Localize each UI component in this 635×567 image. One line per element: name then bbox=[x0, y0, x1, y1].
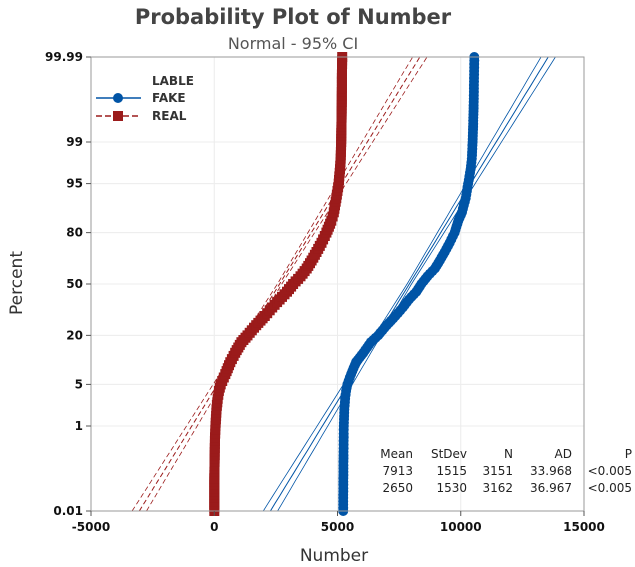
legend: LABLE FAKE REAL bbox=[96, 74, 194, 123]
stat-fake-ad: 33.968 bbox=[530, 464, 572, 478]
x-tick-label: 5000 bbox=[321, 520, 354, 534]
stat-real-p: <0.005 bbox=[588, 481, 632, 495]
y-tick-label: 99.99 bbox=[45, 50, 83, 64]
x-axis-label: Number bbox=[300, 546, 368, 566]
fake-fit-line bbox=[269, 57, 549, 511]
x-tick-label: -5000 bbox=[72, 520, 110, 534]
legend-title: LABLE bbox=[152, 74, 194, 88]
legend-real-label: REAL bbox=[152, 109, 187, 123]
stat-fake-p: <0.005 bbox=[588, 464, 632, 478]
y-tick-label: 95 bbox=[66, 177, 83, 191]
real-ci-line bbox=[146, 57, 428, 511]
stat-real-n: 3162 bbox=[482, 481, 513, 495]
confidence-bands bbox=[131, 57, 556, 511]
stat-header-ad: AD bbox=[555, 447, 572, 461]
y-tick-label: 20 bbox=[66, 328, 83, 342]
data-points bbox=[209, 52, 480, 516]
tick-labels: -5000 0 5000 10000 15000 0.01 1 5 20 50 80 95 99 99.9… bbox=[45, 50, 605, 534]
fake-ci-line bbox=[277, 57, 556, 511]
y-tick-label: 1 bbox=[75, 419, 83, 433]
stat-fake-stdev: 1515 bbox=[436, 464, 467, 478]
real-fit-line bbox=[138, 57, 421, 511]
stat-fake-mean: 7913 bbox=[382, 464, 413, 478]
stat-header-n: N bbox=[504, 447, 513, 461]
stat-header-mean: Mean bbox=[380, 447, 413, 461]
legend-real-marker bbox=[113, 111, 123, 121]
chart-title: Probability Plot of Number bbox=[135, 5, 452, 29]
stat-real-mean: 2650 bbox=[382, 481, 413, 495]
stat-fake-n: 3151 bbox=[482, 464, 513, 478]
x-tick-label: 0 bbox=[210, 520, 218, 534]
stat-real-ad: 36.967 bbox=[530, 481, 572, 495]
real-ci-line bbox=[131, 57, 414, 511]
chart-subtitle: Normal - 95% CI bbox=[228, 34, 358, 53]
legend-fake-label: FAKE bbox=[152, 91, 186, 105]
x-tick-label: 15000 bbox=[563, 520, 605, 534]
stats-table: Mean StDev N AD P 7913 1515 3151 33.968 … bbox=[380, 447, 632, 495]
y-tick-label: 50 bbox=[66, 277, 83, 291]
y-tick-label: 0.01 bbox=[53, 504, 83, 518]
legend-fake-marker bbox=[113, 93, 123, 103]
y-axis-label: Percent bbox=[7, 251, 27, 315]
stat-header-p: P bbox=[625, 447, 632, 461]
y-tick-label: 80 bbox=[66, 226, 83, 240]
fake-ci-line bbox=[262, 57, 542, 511]
y-tick-label: 99 bbox=[66, 135, 83, 149]
x-tick-label: 10000 bbox=[440, 520, 482, 534]
stat-header-stdev: StDev bbox=[431, 447, 467, 461]
y-tick-label: 5 bbox=[75, 377, 83, 391]
stat-real-stdev: 1530 bbox=[436, 481, 467, 495]
